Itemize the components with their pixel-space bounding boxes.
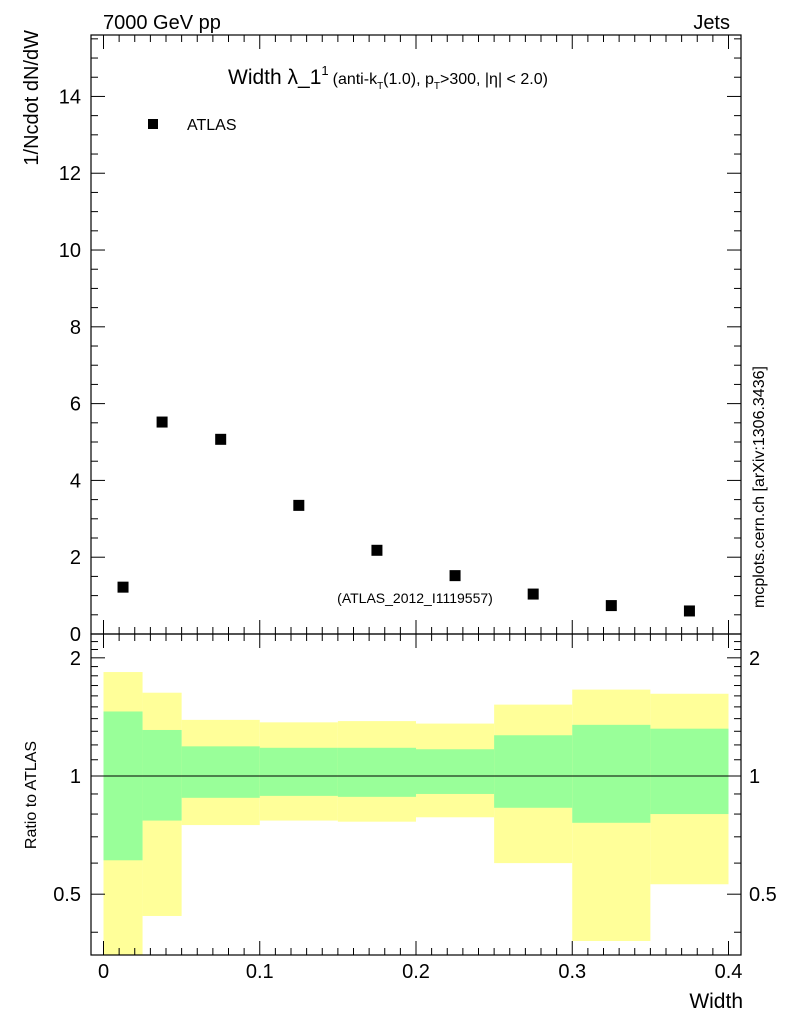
data-point <box>605 600 617 612</box>
y-tick-label: 8 <box>70 317 81 339</box>
data-point <box>293 499 305 511</box>
header-energy-label: 7000 GeV pp <box>103 12 221 34</box>
x-tick-label: 0.2 <box>402 961 430 983</box>
x-tick-label: 0.4 <box>715 961 743 983</box>
y-tick-label: 14 <box>59 86 81 108</box>
ratio-y-tick-label: 0.5 <box>53 884 81 906</box>
legend-label: ATLAS <box>187 117 237 134</box>
data-point <box>117 581 129 593</box>
data-point <box>449 570 461 582</box>
y-tick-label: 2 <box>70 547 81 569</box>
x-tick-label: 0.3 <box>558 961 586 983</box>
legend-marker <box>148 119 158 129</box>
ratio-y-axis-title: Ratio to ATLAS <box>23 741 40 849</box>
x-tick-label: 0 <box>98 961 109 983</box>
data-point <box>156 416 168 428</box>
y-tick-label: 12 <box>59 163 81 185</box>
ratio-y-tick-label-right: 0.5 <box>749 884 777 906</box>
main-plot-panel: Width λ_11(anti-kT(1.0), pT>300, |η| < 2… <box>21 30 742 646</box>
main-plot-title: Width λ_11(anti-kT(1.0), pT>300, |η| < 2… <box>228 63 548 92</box>
y-tick-label: 0 <box>70 624 81 646</box>
data-point <box>371 544 383 556</box>
data-point <box>683 605 695 617</box>
ratio-band-stat-bin <box>181 746 260 798</box>
ratio-band-stat-bin <box>494 735 573 808</box>
ratio-band-stat-bin <box>337 747 416 797</box>
ratio-band-stat-bin <box>103 711 143 861</box>
ratio-y-tick-label: 1 <box>70 766 81 788</box>
side-source-label: mcplots.cern.ch [arXiv:1306.3436] <box>751 366 768 608</box>
header-category-label: Jets <box>693 12 730 34</box>
y-tick-label: 10 <box>59 240 81 262</box>
ratio-band-stat-bin <box>650 728 729 815</box>
top-y-axis-title: 1/Ncdot dN/dW <box>21 30 43 166</box>
ratio-band-stat-bin <box>572 724 651 823</box>
y-tick-label: 4 <box>70 470 81 492</box>
y-tick-label: 6 <box>70 394 81 416</box>
ratio-band-stat-bin <box>259 747 338 796</box>
ratio-y-tick-label-right: 1 <box>749 766 760 788</box>
x-axis-title: Width <box>689 990 743 1013</box>
analysis-watermark: (ATLAS_2012_I1119557) <box>337 590 493 606</box>
ratio-plot-panel: 0 0.1 0.2 0.3 0.4 0.5 0.5 1 1 2 2 Ratio to ATLAS W… <box>23 633 777 1013</box>
ratio-band-stat-bin <box>142 729 182 821</box>
data-point <box>215 433 227 445</box>
ratio-y-tick-label: 2 <box>70 648 81 670</box>
ratio-y-tick-label-right: 2 <box>749 648 760 670</box>
x-tick-label: 0.1 <box>246 961 274 983</box>
ratio-band-stat-bin <box>416 749 495 794</box>
data-point <box>527 588 539 600</box>
